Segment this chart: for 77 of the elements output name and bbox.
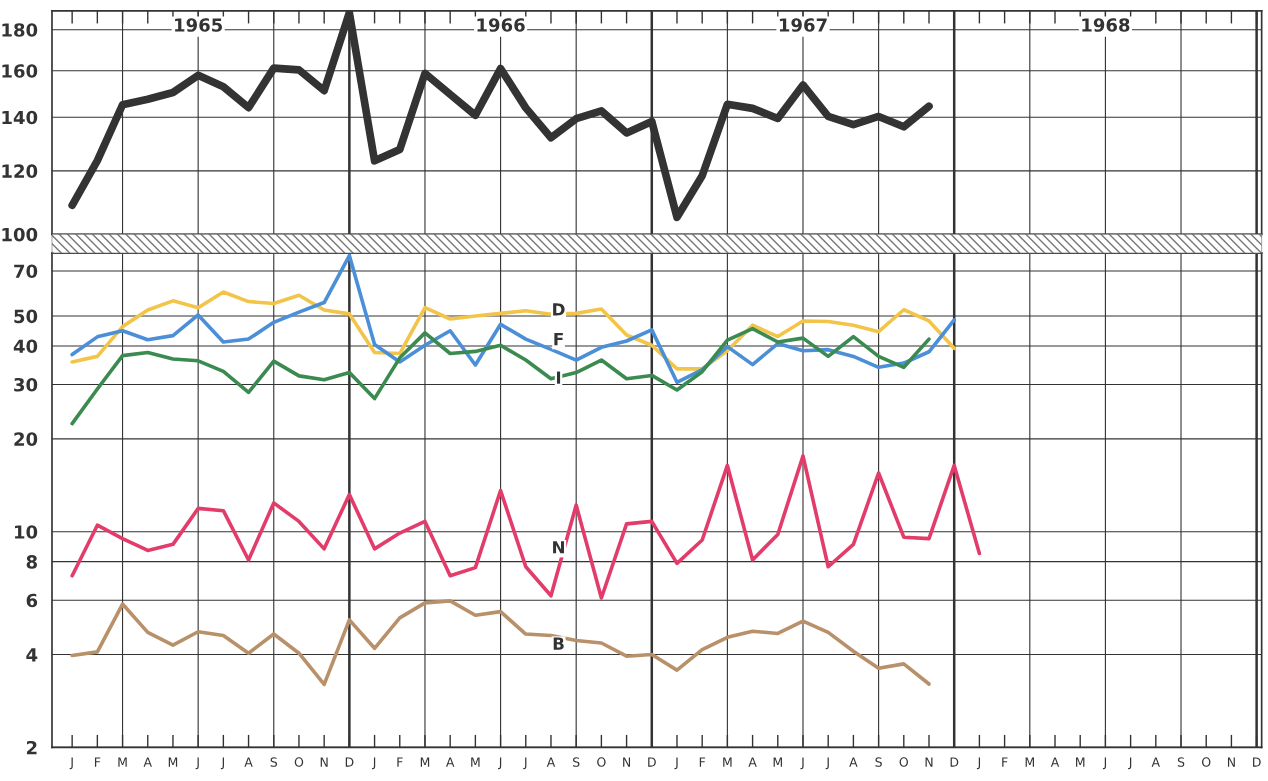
x-tick-label: J bbox=[674, 757, 678, 770]
line-series bbox=[70, 599, 931, 687]
x-tick-label: A bbox=[1050, 757, 1060, 767]
x-tick-label: J bbox=[69, 757, 73, 770]
line-series bbox=[70, 253, 957, 385]
series-label: I bbox=[556, 371, 561, 384]
x-tick-label: F bbox=[94, 757, 101, 767]
x-tick-label: J bbox=[825, 757, 829, 770]
x-tick-label: O bbox=[899, 757, 909, 767]
x-tick-label: M bbox=[1076, 757, 1085, 767]
x-tick-label: N bbox=[623, 757, 631, 767]
x-tick-label: A bbox=[1151, 757, 1160, 767]
line-series bbox=[70, 326, 931, 426]
x-tick-label: O bbox=[597, 757, 606, 767]
y-tick-label: 20 bbox=[14, 432, 38, 446]
x-tick-label: S bbox=[270, 757, 278, 767]
annotation: 1968 bbox=[1082, 18, 1130, 32]
y-tick-label: 140 bbox=[2, 110, 38, 125]
x-tick-label: J bbox=[220, 757, 224, 770]
x-tick-label: A bbox=[849, 757, 858, 767]
y-tick-label: 30 bbox=[14, 377, 38, 392]
x-tick-label: J bbox=[800, 757, 804, 770]
x-tick-label: F bbox=[397, 757, 403, 767]
x-tick-label: J bbox=[976, 757, 981, 770]
annotation: 1967 bbox=[779, 18, 827, 32]
series-label: B bbox=[553, 637, 564, 650]
series-label: F bbox=[554, 333, 563, 346]
y-tick-label: 70 bbox=[14, 264, 38, 279]
y-tick-label: 120 bbox=[2, 164, 38, 178]
x-tick-label: M bbox=[773, 757, 782, 767]
y-tick-label: 40 bbox=[13, 339, 38, 354]
series-label: N bbox=[553, 541, 564, 554]
x-tick-label: A bbox=[546, 757, 556, 767]
x-tick-label: J bbox=[498, 757, 502, 770]
y-tick-label: 100 bbox=[2, 227, 38, 242]
y-tick-label: 8 bbox=[26, 555, 37, 569]
x-tick-label: M bbox=[168, 757, 178, 767]
x-tick-label: D bbox=[950, 757, 959, 767]
x-tick-label: M bbox=[723, 757, 732, 767]
x-tick-label: S bbox=[1177, 757, 1185, 767]
x-tick-label: A bbox=[244, 757, 253, 767]
x-tick-label: J bbox=[195, 757, 199, 770]
x-tick-label: M bbox=[1025, 757, 1034, 767]
x-tick-label: M bbox=[118, 757, 127, 767]
x-tick-label: O bbox=[1202, 757, 1211, 767]
annotation: 1965 bbox=[175, 18, 223, 32]
x-tick-label: S bbox=[573, 757, 580, 767]
x-tick-label: J bbox=[1128, 757, 1132, 770]
x-tick-label: A bbox=[445, 757, 455, 767]
x-tick-label: N bbox=[320, 757, 328, 767]
x-tick-label: D bbox=[345, 757, 354, 767]
y-tick-label: 4 bbox=[26, 648, 38, 662]
y-tick-label: 180 bbox=[2, 23, 38, 37]
x-tick-label: M bbox=[471, 757, 480, 767]
x-tick-label: N bbox=[925, 757, 933, 767]
annotation: 1966 bbox=[477, 18, 525, 32]
x-tick-label: J bbox=[372, 757, 376, 770]
x-tick-label: D bbox=[648, 757, 656, 767]
y-tick-label: 6 bbox=[26, 593, 38, 608]
y-tick-label: 160 bbox=[2, 64, 38, 78]
line-series bbox=[70, 290, 957, 371]
x-tick-label: A bbox=[143, 757, 152, 767]
x-tick-label: F bbox=[1002, 757, 1008, 767]
y-tick-label: 50 bbox=[14, 309, 38, 324]
y-tick-label: 10 bbox=[15, 525, 38, 539]
x-tick-label: S bbox=[875, 757, 882, 767]
x-tick-label: D bbox=[1253, 757, 1261, 767]
y-tick-label: 2 bbox=[26, 740, 37, 755]
x-tick-label: M bbox=[420, 757, 430, 767]
x-tick-label: A bbox=[748, 757, 757, 767]
x-tick-label: J bbox=[1102, 757, 1107, 770]
x-tick-label: F bbox=[699, 757, 706, 767]
line-series bbox=[70, 454, 982, 600]
x-tick-label: J bbox=[523, 757, 527, 770]
x-tick-label: N bbox=[1227, 757, 1235, 767]
x-tick-label: O bbox=[294, 757, 304, 767]
series-label: D bbox=[553, 303, 565, 316]
